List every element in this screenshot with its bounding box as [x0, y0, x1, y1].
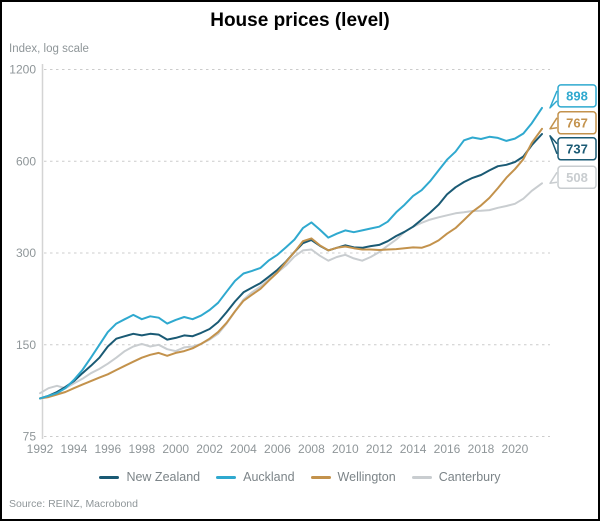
y-tick-label: 1200	[9, 63, 36, 77]
series-line-canterbury	[39, 182, 543, 395]
end-value-label-new-zealand: 737	[566, 141, 588, 156]
legend-swatch-canterbury	[411, 475, 432, 479]
source-note: Source: REINZ, Macrobond	[9, 498, 138, 510]
callout-pointer-canterbury	[549, 171, 558, 185]
callout-pointer-new-zealand	[549, 135, 558, 155]
series-line-wellington	[39, 127, 543, 400]
legend: New Zealand Auckland Wellington Canterbury	[2, 470, 598, 484]
x-tick-label: 2012	[366, 442, 393, 456]
legend-label-new-zealand: New Zealand	[126, 470, 201, 484]
x-tick-label: 2002	[196, 442, 223, 456]
end-value-callout-wellington	[557, 111, 597, 135]
legend-item-wellington: Wellington	[310, 470, 396, 484]
x-tick-label: 2020	[502, 442, 529, 456]
x-tick-label: 1998	[128, 442, 155, 456]
legend-label-auckland: Auckland	[243, 470, 295, 484]
x-tick-label: 2018	[468, 442, 495, 456]
legend-swatch-wellington	[310, 475, 331, 479]
end-value-label-wellington: 767	[566, 115, 588, 130]
x-tick-label: 2010	[332, 442, 359, 456]
y-tick-label: 300	[16, 246, 36, 260]
x-tick-label: 1994	[61, 442, 88, 456]
legend-label-wellington: Wellington	[337, 470, 396, 484]
end-value-label-auckland: 898	[566, 88, 588, 103]
y-axis-unit-label: Index, log scale	[9, 43, 89, 55]
x-tick-label: 2004	[230, 442, 257, 456]
y-tick-label: 150	[16, 338, 36, 352]
x-tick-label: 1996	[94, 442, 121, 456]
end-value-callout-canterbury	[557, 165, 597, 190]
end-value-callout-auckland	[557, 84, 597, 108]
callout-pointer-wellington	[549, 117, 558, 130]
x-tick-label: 2008	[298, 442, 325, 456]
series-line-auckland	[39, 106, 543, 400]
legend-swatch-new-zealand	[99, 475, 120, 479]
legend-swatch-auckland	[216, 475, 237, 479]
x-tick-label: 2006	[264, 442, 291, 456]
chart-title: House prices (level)	[210, 10, 390, 31]
y-tick-label: 600	[16, 154, 36, 168]
callout-pointer-auckland	[549, 90, 558, 109]
x-tick-label: 2000	[162, 442, 189, 456]
end-value-callout-new-zealand	[557, 137, 597, 161]
end-value-label-canterbury: 508	[566, 170, 588, 185]
y-tick-label: 75	[23, 430, 37, 444]
x-tick-label: 2014	[400, 442, 427, 456]
legend-item-new-zealand: New Zealand	[99, 470, 200, 484]
legend-item-auckland: Auckland	[216, 470, 295, 484]
legend-label-canterbury: Canterbury	[438, 470, 501, 484]
legend-item-canterbury: Canterbury	[411, 470, 501, 484]
x-tick-label: 2016	[434, 442, 461, 456]
x-tick-label: 1992	[27, 442, 54, 456]
